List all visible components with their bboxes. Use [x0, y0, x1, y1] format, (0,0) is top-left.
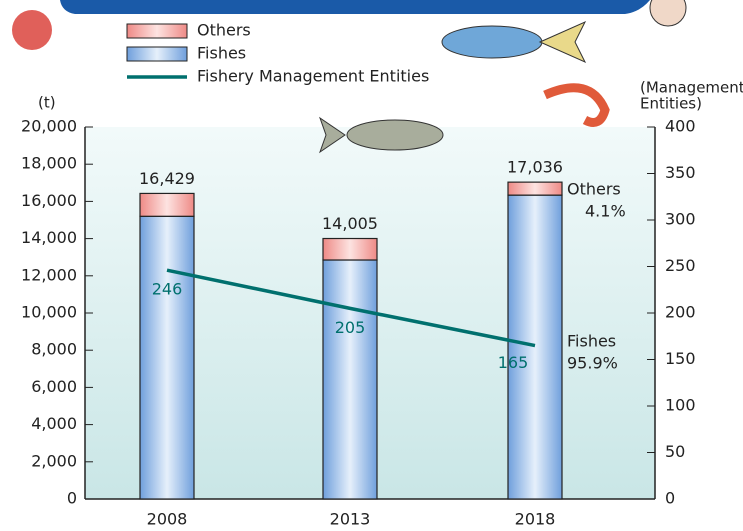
- y-tick-label: 10,000: [21, 303, 77, 322]
- y-tick-label: 4,000: [31, 414, 77, 433]
- y-tick-label: 6,000: [31, 377, 77, 396]
- y2-tick-label: 100: [665, 396, 696, 415]
- y2-tick-label: 50: [665, 442, 685, 461]
- total-label: 17,036: [507, 158, 563, 177]
- y2-tick-label: 400: [665, 117, 696, 136]
- value-label: 165: [498, 353, 529, 372]
- y2-axis-label: Entities): [640, 95, 702, 113]
- y-tick-label: 0: [67, 489, 77, 508]
- decoration: [12, 0, 687, 154]
- legend-label: Others: [197, 21, 251, 40]
- y2-tick-label: 350: [665, 163, 696, 182]
- bar-segment: [322, 237, 378, 261]
- y-tick-label: 12,000: [21, 265, 77, 284]
- y-tick-label: 8,000: [31, 340, 77, 359]
- annotation: 95.9%: [567, 354, 618, 373]
- top-banner: [60, 0, 650, 14]
- x-tick-label: 2008: [147, 510, 188, 529]
- value-label: 246: [152, 280, 183, 299]
- y-tick-label: 18,000: [21, 154, 77, 173]
- y-tick-label: 2,000: [31, 451, 77, 470]
- bar-segment: [139, 192, 195, 217]
- bar-segment: [507, 181, 563, 196]
- x-tick-label: 2013: [330, 510, 371, 529]
- total-label: 14,005: [322, 214, 378, 233]
- y2-tick-label: 200: [665, 303, 696, 322]
- y2-axis-label: (Management: [640, 79, 743, 97]
- value-label: 205: [335, 318, 366, 337]
- y-axis-label: (t): [38, 94, 56, 112]
- annotation: Fishes: [567, 332, 616, 351]
- legend-swatch: [126, 23, 188, 39]
- y2-tick-label: 300: [665, 210, 696, 229]
- bar-segment: [507, 194, 563, 500]
- annotation: Others: [567, 180, 621, 199]
- x-tick-label: 2018: [515, 510, 556, 529]
- line: [166, 268, 536, 348]
- total-label: 16,429: [139, 169, 195, 188]
- legend-swatch: [126, 46, 188, 62]
- bar-segment: [322, 259, 378, 500]
- y-tick-label: 20,000: [21, 117, 77, 136]
- y-tick-label: 14,000: [21, 228, 77, 247]
- y2-tick-label: 250: [665, 256, 696, 275]
- bar-segment: [139, 215, 195, 500]
- legend-label: Fishery Management Entities: [197, 67, 429, 86]
- annotation: 4.1%: [585, 202, 626, 221]
- legend-label: Fishes: [197, 44, 246, 63]
- y2-tick-label: 0: [665, 489, 675, 508]
- y-tick-label: 16,000: [21, 191, 77, 210]
- y2-tick-label: 150: [665, 349, 696, 368]
